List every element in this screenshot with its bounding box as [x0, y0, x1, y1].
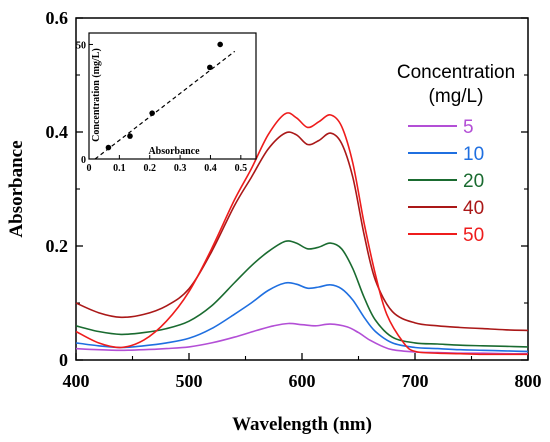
inset-data-point: [217, 41, 223, 48]
inset-y-axis-title: Concentration (mg/L): [91, 48, 102, 142]
inset-x-axis-title: Absorbance: [148, 146, 200, 157]
x-tick-label: 700: [402, 371, 429, 391]
x-tick-label: 800: [515, 371, 542, 391]
legend-label-40: 40: [463, 198, 484, 219]
inset-data-point: [149, 110, 155, 116]
inset-data-point: [105, 144, 112, 151]
inset-y-tick-label: 50: [76, 40, 86, 51]
y-tick-label: 0.4: [46, 122, 69, 142]
x-tick-label: 400: [63, 371, 90, 391]
inset-x-tick-label: 0.5: [235, 163, 248, 174]
inset-x-tick-label: 0: [87, 163, 92, 174]
legend-subtitle: (mg/L): [429, 86, 484, 107]
series-line-40: [75, 131, 529, 332]
x-tick-label: 500: [176, 371, 203, 391]
inset-plot-frame: [88, 32, 257, 160]
main-x-ticks: 400 500 600 700 800: [63, 353, 542, 391]
inset-data-point: [127, 133, 133, 139]
legend-label-10: 10: [463, 144, 484, 165]
legend-label-20: 20: [463, 171, 484, 192]
series-line-20: [75, 240, 529, 348]
main-y-ticks: 0 0.2 0.4 0.6: [46, 8, 528, 370]
y-tick-label: 0: [59, 350, 68, 370]
legend-title: Concentration: [397, 62, 515, 83]
inset-x-tick-label: 0.2: [143, 163, 156, 174]
inset-y-tick-label: 0: [81, 155, 86, 166]
inset-y-ticks: 0 50: [76, 40, 93, 166]
legend-label-50: 50: [463, 225, 484, 246]
inset-x-tick-label: 0.3: [174, 163, 187, 174]
inset-points: [105, 41, 223, 151]
y-tick-label: 0.6: [46, 8, 69, 28]
y-axis-title: Absorbance: [6, 140, 27, 237]
inset-data-point: [207, 64, 213, 71]
legend-label-5: 5: [463, 117, 474, 138]
inset-x-tick-label: 0.4: [204, 163, 217, 174]
series-line-50: [75, 112, 528, 356]
inset-fit-line: [94, 50, 236, 160]
legend: 5 10 20 40 50: [408, 117, 484, 246]
inset-x-tick-label: 0.1: [113, 163, 126, 174]
x-tick-label: 600: [289, 371, 316, 391]
series-lines: [75, 112, 529, 356]
inset-x-ticks: 0 0.1 0.2 0.3 0.4 0.5: [87, 155, 248, 174]
series-line-10: [75, 281, 529, 353]
y-tick-label: 0.2: [46, 236, 69, 256]
x-axis-title: Wavelength (nm): [232, 414, 372, 435]
